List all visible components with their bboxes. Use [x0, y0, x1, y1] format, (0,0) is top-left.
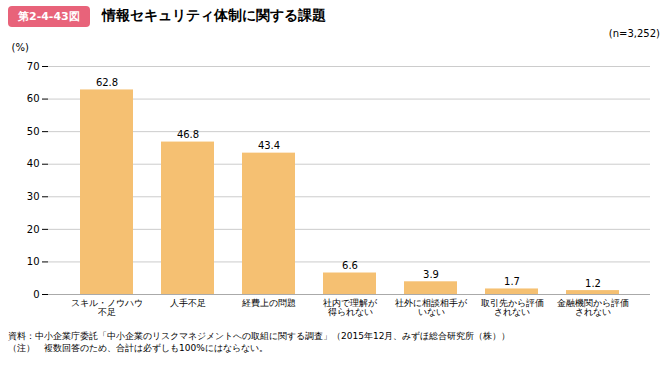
html-text:（注） 複数回答のため、合計は必ずしも100%にはならない。: （注） 複数回答のため、合計は必ずしも100%にはならない。: [8, 343, 268, 353]
svg-text:スキル・ノウハウ不足: スキル・ノウハウ不足: [71, 298, 143, 317]
svg-text:1.7: 1.7: [504, 276, 520, 287]
html-text:情報セキュリティ体制に関する課題: 情報セキュリティ体制に関する課題: [101, 7, 326, 23]
svg-text:40: 40: [27, 158, 40, 169]
html-text:第2-4-43図: 第2-4-43図: [18, 9, 80, 23]
svg-text:6.6: 6.6: [342, 260, 358, 271]
svg-text:3.9: 3.9: [423, 269, 439, 280]
html-text:(n=3,252): (n=3,252): [608, 28, 660, 39]
svg-text:社外に相談相手がいない: 社外に相談相手がいない: [395, 298, 468, 317]
svg-text:0: 0: [33, 289, 39, 300]
svg-text:20: 20: [27, 224, 40, 235]
svg-text:10: 10: [27, 256, 40, 267]
svg-text:46.8: 46.8: [177, 129, 199, 140]
svg-text:43.4: 43.4: [258, 140, 280, 151]
svg-text:取引先から評価されない: 取引先から評価されない: [481, 298, 544, 317]
svg-text:(%): (%): [12, 42, 29, 53]
svg-text:62.8: 62.8: [96, 77, 118, 88]
svg-text:70: 70: [27, 61, 40, 72]
svg-text:社内で理解が得られない: 社内で理解が得られない: [323, 298, 378, 317]
svg-text:60: 60: [27, 93, 40, 104]
html-text:資料：中小企業庁委託「中小企業のリスクマネジメントへの取組に: 資料：中小企業庁委託「中小企業のリスクマネジメントへの取組に関する調査」（201…: [8, 331, 511, 341]
svg-text:人手不足: 人手不足: [170, 298, 206, 308]
svg-text:経費上の問題: 経費上の問題: [241, 298, 296, 308]
svg-text:1.2: 1.2: [585, 278, 601, 289]
svg-text:30: 30: [27, 191, 40, 202]
svg-text:50: 50: [27, 126, 40, 137]
svg-text:金融機関から評価されない: 金融機関から評価されない: [557, 298, 629, 317]
